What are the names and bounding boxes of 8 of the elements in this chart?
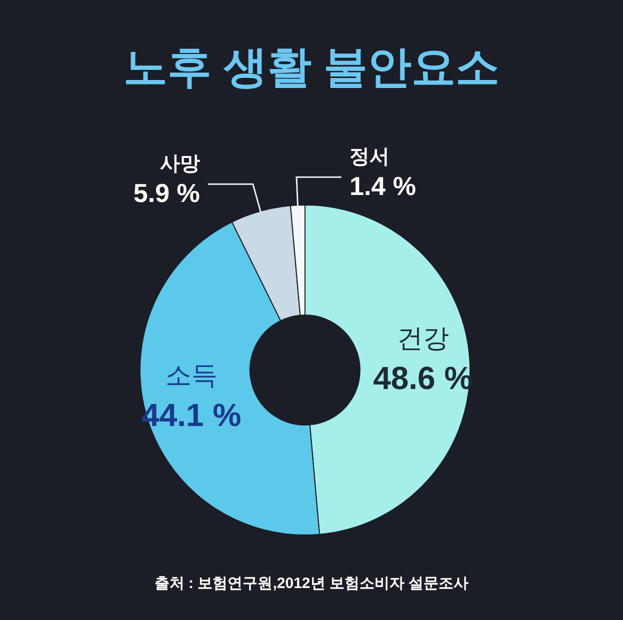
category: 사망	[160, 153, 200, 176]
title: 노후 생활 불안요소	[123, 43, 500, 92]
value: 5.9 %	[133, 178, 200, 208]
category: 정서	[350, 146, 390, 168]
category: 건강	[396, 322, 449, 353]
value: 1.4 %	[350, 171, 416, 202]
category: 소득	[165, 360, 218, 390]
annotation: 출처 : 보험연구원,2012년 보험소비자 설문조사	[154, 575, 469, 592]
